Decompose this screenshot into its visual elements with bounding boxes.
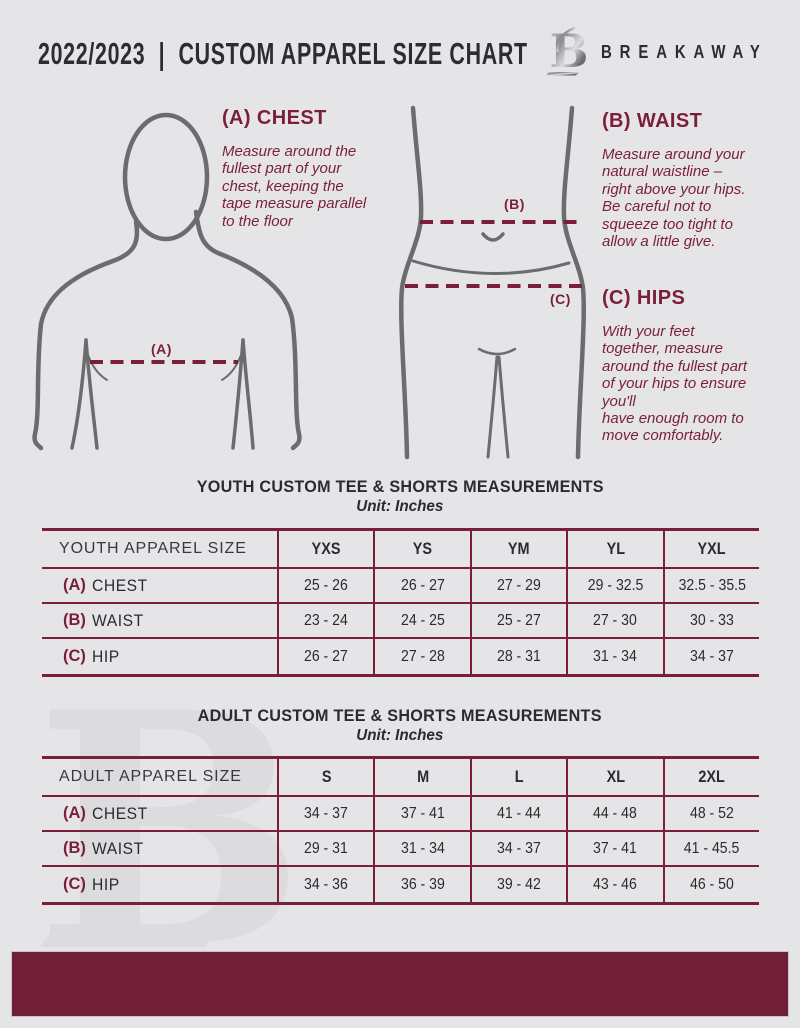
adult-section-unit: Unit: Inches bbox=[356, 727, 444, 744]
youth-size-column-label: YOUTH APPAREL SIZE bbox=[59, 540, 247, 557]
watermark-swash bbox=[40, 933, 215, 947]
youth-size-yxl: YXL bbox=[697, 539, 726, 558]
adult-size-l: L bbox=[514, 767, 524, 786]
brand-name: BREAKAWAY bbox=[601, 42, 768, 62]
crotch-line bbox=[477, 347, 517, 356]
footer-accent-bar bbox=[11, 951, 789, 1017]
hip-crease-line bbox=[411, 259, 571, 276]
waist-instructions: (B) WAIST Measure around your natural wa… bbox=[602, 110, 792, 250]
adult-waist-row: (B) WAIST 29 - 31 31 - 34 34 - 37 37 - 41… bbox=[42, 832, 759, 867]
waist-heading: (B) WAIST bbox=[602, 110, 703, 132]
youth-size-ym: YM bbox=[508, 539, 530, 558]
chest-line-label: (A) bbox=[151, 341, 172, 357]
hips-heading: (C) HIPS bbox=[602, 287, 686, 309]
adult-hip-row: (C) HIP 34 - 36 36 - 39 39 - 42 43 - 46 4… bbox=[42, 867, 759, 902]
waist-hips-figure-illustration bbox=[399, 105, 588, 460]
adult-size-s: S bbox=[321, 767, 332, 786]
youth-size-yxs: YXS bbox=[311, 539, 341, 558]
adult-size-m: M bbox=[416, 767, 429, 786]
hips-line-label: (C) bbox=[550, 291, 571, 307]
hips-instructions: (C) HIPS With your feet together, measur… bbox=[602, 287, 797, 445]
youth-hip-row: (C) HIP 26 - 27 27 - 28 28 - 31 31 - 34 3… bbox=[42, 639, 759, 674]
youth-size-ys: YS bbox=[412, 539, 433, 558]
chest-instructions-text: Measure around the fullest part of your … bbox=[222, 143, 367, 230]
adult-table-header-row: ADULT APPAREL SIZE S M L XL 2XL bbox=[42, 759, 759, 797]
adult-chest-row: (A) CHEST 34 - 37 37 - 41 41 - 44 44 - 48… bbox=[42, 797, 759, 832]
adult-section-title: ADULT CUSTOM TEE & SHORTS MEASUREMENTS bbox=[197, 706, 603, 725]
chest-figure-illustration bbox=[32, 112, 302, 451]
hips-instructions-text: With your feet together, measure around … bbox=[602, 323, 748, 445]
youth-chest-row: (A) CHEST 25 - 26 26 - 27 27 - 29 29 - 32… bbox=[42, 569, 759, 604]
adult-size-2xl: 2XL bbox=[698, 767, 726, 786]
waist-instructions-text: Measure around your natural waistline – … bbox=[602, 146, 746, 251]
page-title: 2022/2023 | CUSTOM APPAREL SIZE CHART bbox=[38, 36, 528, 71]
svg-text:B: B bbox=[550, 24, 589, 78]
youth-section-unit: Unit: Inches bbox=[356, 498, 444, 515]
adult-size-table: ADULT APPAREL SIZE S M L XL 2XL (A) CHEST… bbox=[42, 756, 759, 905]
breakaway-logo-icon: B bbox=[546, 24, 589, 78]
adult-size-xl: XL bbox=[606, 767, 625, 786]
chest-heading: (A) CHEST bbox=[222, 107, 327, 129]
youth-table-header-row: YOUTH APPAREL SIZE YXS YS YM YL YXL bbox=[42, 531, 759, 569]
youth-size-table: YOUTH APPAREL SIZE YXS YS YM YL YXL (A) C… bbox=[42, 528, 759, 677]
youth-waist-row: (B) WAIST 23 - 24 24 - 25 25 - 27 27 - 30… bbox=[42, 604, 759, 639]
chest-instructions: (A) CHEST Measure around the fullest par… bbox=[222, 107, 412, 230]
waist-line-label: (B) bbox=[504, 196, 525, 212]
adult-size-column-label: ADULT APPAREL SIZE bbox=[59, 768, 242, 785]
navel-mark bbox=[481, 232, 505, 242]
youth-section-title: YOUTH CUSTOM TEE & SHORTS MEASUREMENTS bbox=[196, 477, 604, 496]
youth-size-yl: YL bbox=[606, 539, 625, 558]
